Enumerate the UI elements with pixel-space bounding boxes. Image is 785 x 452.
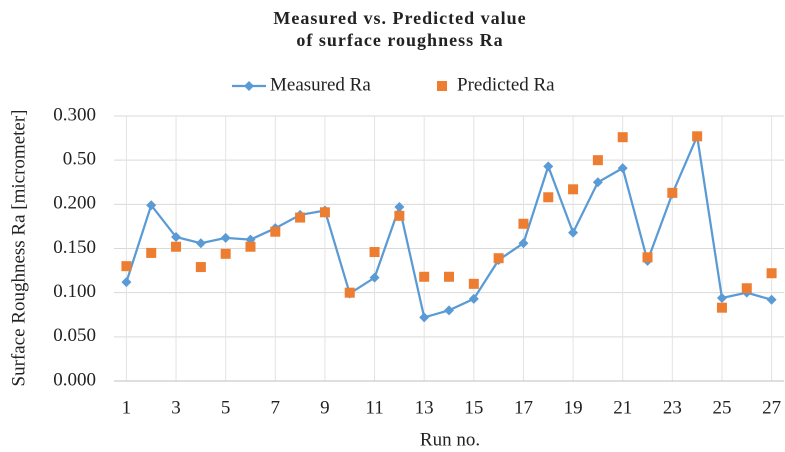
data-point [642, 252, 653, 263]
y-tick-label: 0.150 [53, 237, 96, 258]
data-point [568, 184, 579, 195]
data-point [518, 238, 529, 249]
data-point [543, 161, 554, 172]
y-tick-label: 0.300 [53, 104, 96, 125]
data-point [369, 247, 380, 258]
x-axis-label: Run no. [420, 429, 480, 450]
legend-marker [244, 81, 254, 91]
data-point [518, 218, 529, 229]
data-point [543, 192, 554, 203]
chart-title: of surface roughness Ra [296, 30, 503, 50]
data-point [692, 131, 703, 142]
data-point [146, 200, 157, 211]
x-tick-label: 3 [171, 397, 181, 418]
data-point [171, 232, 182, 243]
y-tick-label: 0.050 [53, 325, 96, 346]
data-point [493, 253, 504, 264]
x-tick-label: 17 [514, 397, 533, 418]
data-point [419, 271, 430, 282]
x-tick-label: 5 [221, 397, 231, 418]
x-tick-label: 7 [271, 397, 281, 418]
data-point [419, 312, 430, 323]
x-tick-label: 11 [365, 397, 383, 418]
data-point [245, 241, 256, 252]
data-point [667, 187, 678, 198]
data-point [444, 305, 454, 316]
x-tick-label: 19 [564, 397, 583, 418]
data-point [444, 271, 454, 282]
data-point [146, 247, 157, 258]
data-point [171, 241, 182, 252]
legend-marker [437, 81, 447, 91]
y-tick-label: 0.000 [53, 369, 96, 390]
data-point [617, 132, 628, 143]
x-tick-label: 27 [762, 397, 781, 418]
data-point [220, 248, 231, 259]
data-point [121, 261, 132, 272]
data-point [394, 201, 405, 212]
data-point [121, 277, 132, 288]
y-tick-label: 0.200 [53, 193, 96, 214]
x-tick-label: 13 [415, 397, 434, 418]
x-tick-label: 1 [122, 397, 132, 418]
data-point [270, 226, 281, 237]
data-point [468, 293, 479, 304]
data-point [568, 227, 579, 238]
data-point [319, 207, 330, 218]
data-point [592, 155, 603, 166]
y-axis-label: Surface Roughness Ra [micrometer] [8, 110, 29, 387]
data-point [766, 294, 777, 305]
x-tick-label: 21 [613, 397, 632, 418]
data-point [220, 232, 231, 243]
legend-label: Measured Ra [270, 74, 371, 95]
x-tick-label: 15 [464, 397, 483, 418]
data-point [766, 268, 777, 279]
data-point [394, 210, 405, 221]
y-tick-label: 0.100 [53, 281, 96, 302]
chart-title: Measured vs. Predicted value [273, 8, 526, 28]
y-tick-label: 0.50 [63, 149, 96, 170]
data-point [617, 163, 628, 174]
legend-label: Predicted Ra [457, 74, 555, 95]
data-point [716, 302, 727, 313]
data-point [741, 283, 752, 294]
x-tick-label: 25 [712, 397, 731, 418]
data-point [592, 177, 603, 188]
data-point [369, 272, 380, 283]
x-tick-label: 9 [320, 397, 330, 418]
data-point [468, 278, 479, 289]
data-point [295, 212, 306, 223]
x-tick-label: 23 [663, 397, 682, 418]
data-point [716, 292, 727, 303]
data-point [344, 287, 355, 298]
data-point [195, 238, 206, 249]
data-point [195, 262, 206, 273]
series-line [125, 132, 772, 319]
